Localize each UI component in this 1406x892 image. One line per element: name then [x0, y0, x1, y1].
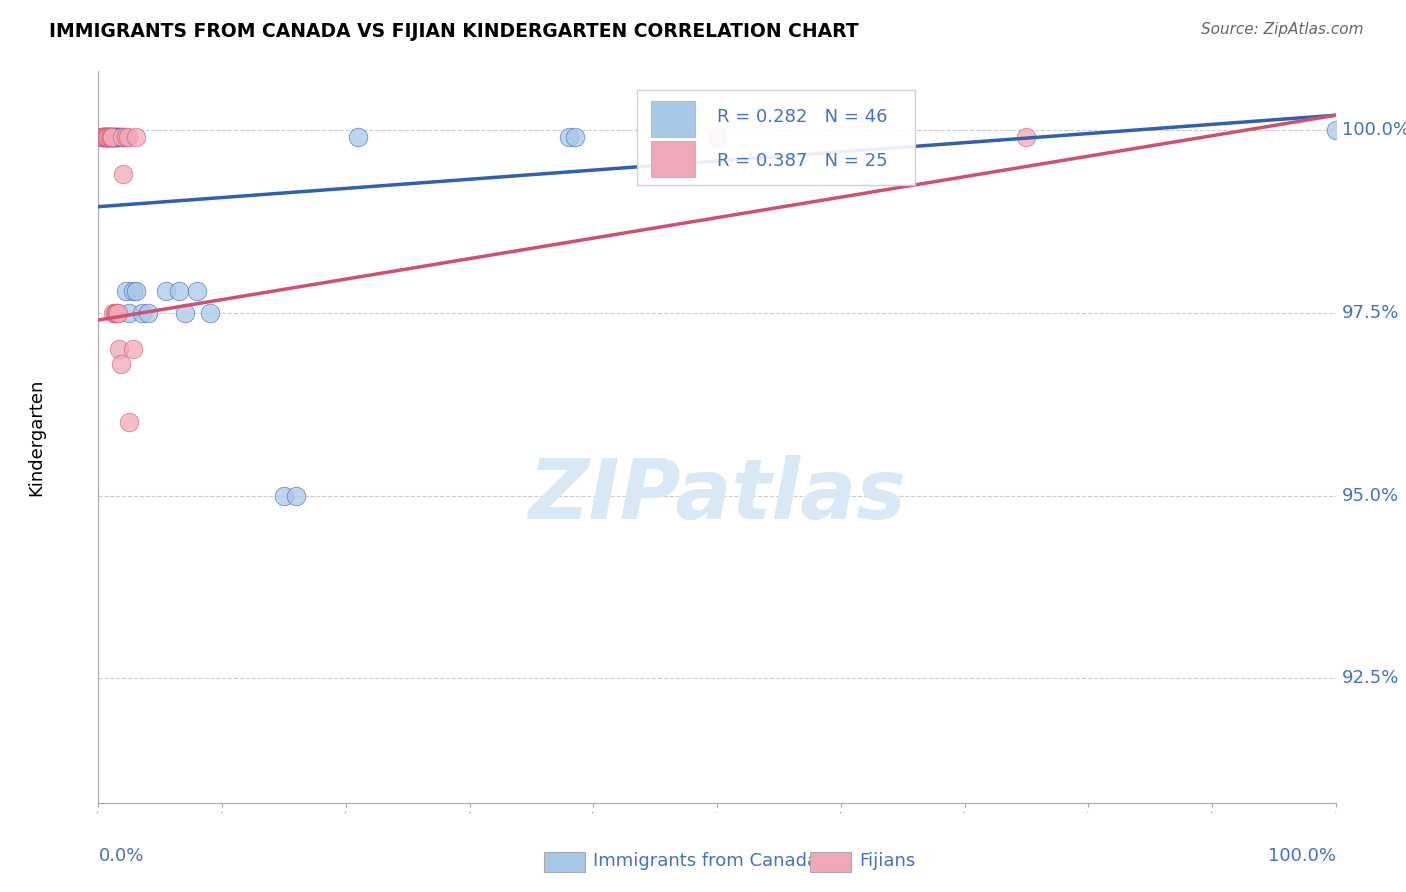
Point	[96, 130, 118, 145]
Text: 100.0%: 100.0%	[1341, 121, 1406, 139]
Point	[103, 130, 125, 145]
Text: ZIPatlas: ZIPatlas	[529, 455, 905, 536]
Point	[97, 130, 120, 145]
Point	[1324, 123, 1347, 137]
Point	[98, 130, 121, 145]
Text: 0.0%: 0.0%	[98, 847, 143, 864]
Point	[105, 306, 128, 320]
Text: Kindergarten: Kindergarten	[28, 378, 45, 496]
Point	[94, 130, 117, 145]
Point	[118, 416, 141, 430]
Point	[124, 284, 146, 298]
Point	[100, 130, 122, 145]
Point	[96, 130, 118, 145]
Point	[112, 130, 135, 145]
Point	[110, 357, 132, 371]
Point	[91, 130, 114, 145]
Point	[93, 130, 115, 145]
Point	[100, 130, 122, 145]
Point	[155, 284, 177, 298]
Point	[117, 130, 139, 145]
Point	[285, 489, 308, 503]
FancyBboxPatch shape	[810, 852, 851, 872]
FancyBboxPatch shape	[651, 101, 695, 137]
Point	[103, 130, 125, 145]
Text: 92.5%: 92.5%	[1341, 670, 1399, 688]
Point	[131, 306, 153, 320]
Text: Immigrants from Canada: Immigrants from Canada	[593, 853, 818, 871]
Point	[273, 489, 295, 503]
Point	[136, 306, 159, 320]
FancyBboxPatch shape	[544, 852, 585, 872]
FancyBboxPatch shape	[637, 90, 915, 185]
Point	[93, 130, 115, 145]
Point	[114, 130, 136, 145]
Point	[105, 130, 128, 145]
Text: R = 0.282   N = 46: R = 0.282 N = 46	[717, 108, 887, 126]
Point	[1015, 130, 1038, 145]
Point	[93, 130, 115, 145]
Point	[103, 130, 125, 145]
Point	[198, 306, 221, 320]
Point	[108, 130, 131, 145]
Point	[122, 343, 145, 357]
Point	[124, 130, 146, 145]
Text: IMMIGRANTS FROM CANADA VS FIJIAN KINDERGARTEN CORRELATION CHART: IMMIGRANTS FROM CANADA VS FIJIAN KINDERG…	[49, 22, 859, 41]
Point	[107, 130, 129, 145]
Point	[103, 130, 125, 145]
Point	[114, 284, 136, 298]
Point	[98, 130, 121, 145]
Point	[103, 306, 125, 320]
Point	[110, 130, 132, 145]
Point	[93, 130, 115, 145]
Point	[564, 130, 586, 145]
Point	[93, 130, 115, 145]
Point	[97, 130, 120, 145]
Point	[104, 306, 127, 320]
Point	[101, 130, 124, 145]
Point	[111, 130, 134, 145]
FancyBboxPatch shape	[651, 141, 695, 178]
Point	[186, 284, 208, 298]
Point	[101, 130, 124, 145]
Point	[112, 167, 135, 181]
Point	[107, 306, 129, 320]
Point	[118, 306, 141, 320]
Point	[347, 130, 370, 145]
Text: R = 0.387   N = 25: R = 0.387 N = 25	[717, 152, 887, 169]
Text: Source: ZipAtlas.com: Source: ZipAtlas.com	[1201, 22, 1364, 37]
Point	[167, 284, 190, 298]
Point	[100, 130, 122, 145]
Point	[108, 343, 131, 357]
Point	[96, 130, 118, 145]
Point	[91, 130, 114, 145]
Point	[93, 130, 115, 145]
Point	[98, 130, 121, 145]
Text: 100.0%: 100.0%	[1268, 847, 1336, 864]
Point	[97, 130, 120, 145]
Point	[103, 306, 125, 320]
Point	[94, 130, 117, 145]
Point	[122, 284, 145, 298]
Text: 95.0%: 95.0%	[1341, 487, 1399, 505]
Point	[706, 130, 728, 145]
Point	[111, 130, 134, 145]
Point	[174, 306, 197, 320]
Point	[557, 130, 579, 145]
Point	[104, 130, 127, 145]
Point	[101, 130, 124, 145]
Text: Fijians: Fijians	[859, 853, 915, 871]
Point	[94, 130, 117, 145]
Point	[104, 130, 127, 145]
Text: 97.5%: 97.5%	[1341, 304, 1399, 322]
